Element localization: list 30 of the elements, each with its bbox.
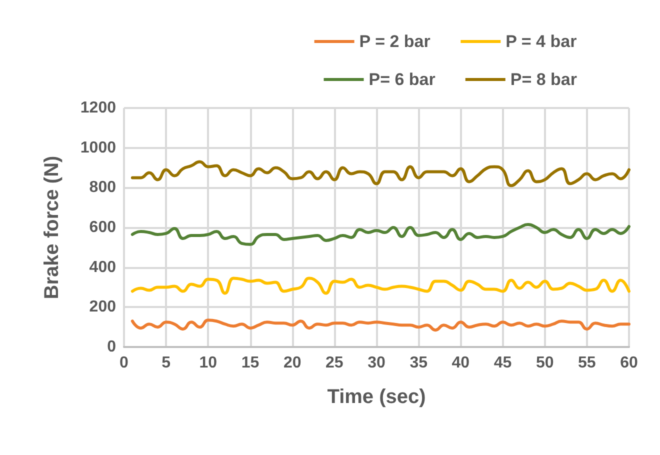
line-series xyxy=(130,223,630,246)
x-axis-title: Time (sec) xyxy=(327,386,426,408)
x-tick-label: 25 xyxy=(326,354,344,372)
x-tick-label: 55 xyxy=(578,354,596,372)
y-tick-label: 1200 xyxy=(80,100,116,116)
x-tick-label: 50 xyxy=(536,354,554,372)
y-tick-label: 200 xyxy=(89,298,116,316)
x-tick-label: 15 xyxy=(241,354,260,372)
x-tick-label: 45 xyxy=(494,354,512,372)
x-tick-label: 10 xyxy=(199,354,218,372)
y-tick-label: 0 xyxy=(107,338,116,356)
x-tick-label: 5 xyxy=(162,354,171,372)
y-axis-title: Brake force (N) xyxy=(41,156,63,300)
legend-label: P= 6 bar xyxy=(368,70,436,89)
legend-label: P = 4 bar xyxy=(506,32,578,51)
y-tick-label: 600 xyxy=(89,219,116,236)
x-tick-label: 40 xyxy=(452,354,470,372)
y-tick-label: 1000 xyxy=(80,139,116,156)
x-tick-label: 35 xyxy=(410,354,428,372)
legend-label: P= 8 bar xyxy=(510,70,578,89)
line-series xyxy=(130,318,630,332)
x-tick-label: 0 xyxy=(120,354,129,372)
x-tick-label: 60 xyxy=(620,354,638,372)
legend-label: P = 2 bar xyxy=(359,32,431,51)
y-tick-label: 800 xyxy=(89,179,116,196)
x-tick-label: 30 xyxy=(368,354,386,372)
y-tick-label: 400 xyxy=(89,258,116,276)
line-series xyxy=(130,160,630,188)
x-tick-label: 20 xyxy=(283,354,302,372)
line-series xyxy=(130,276,630,295)
